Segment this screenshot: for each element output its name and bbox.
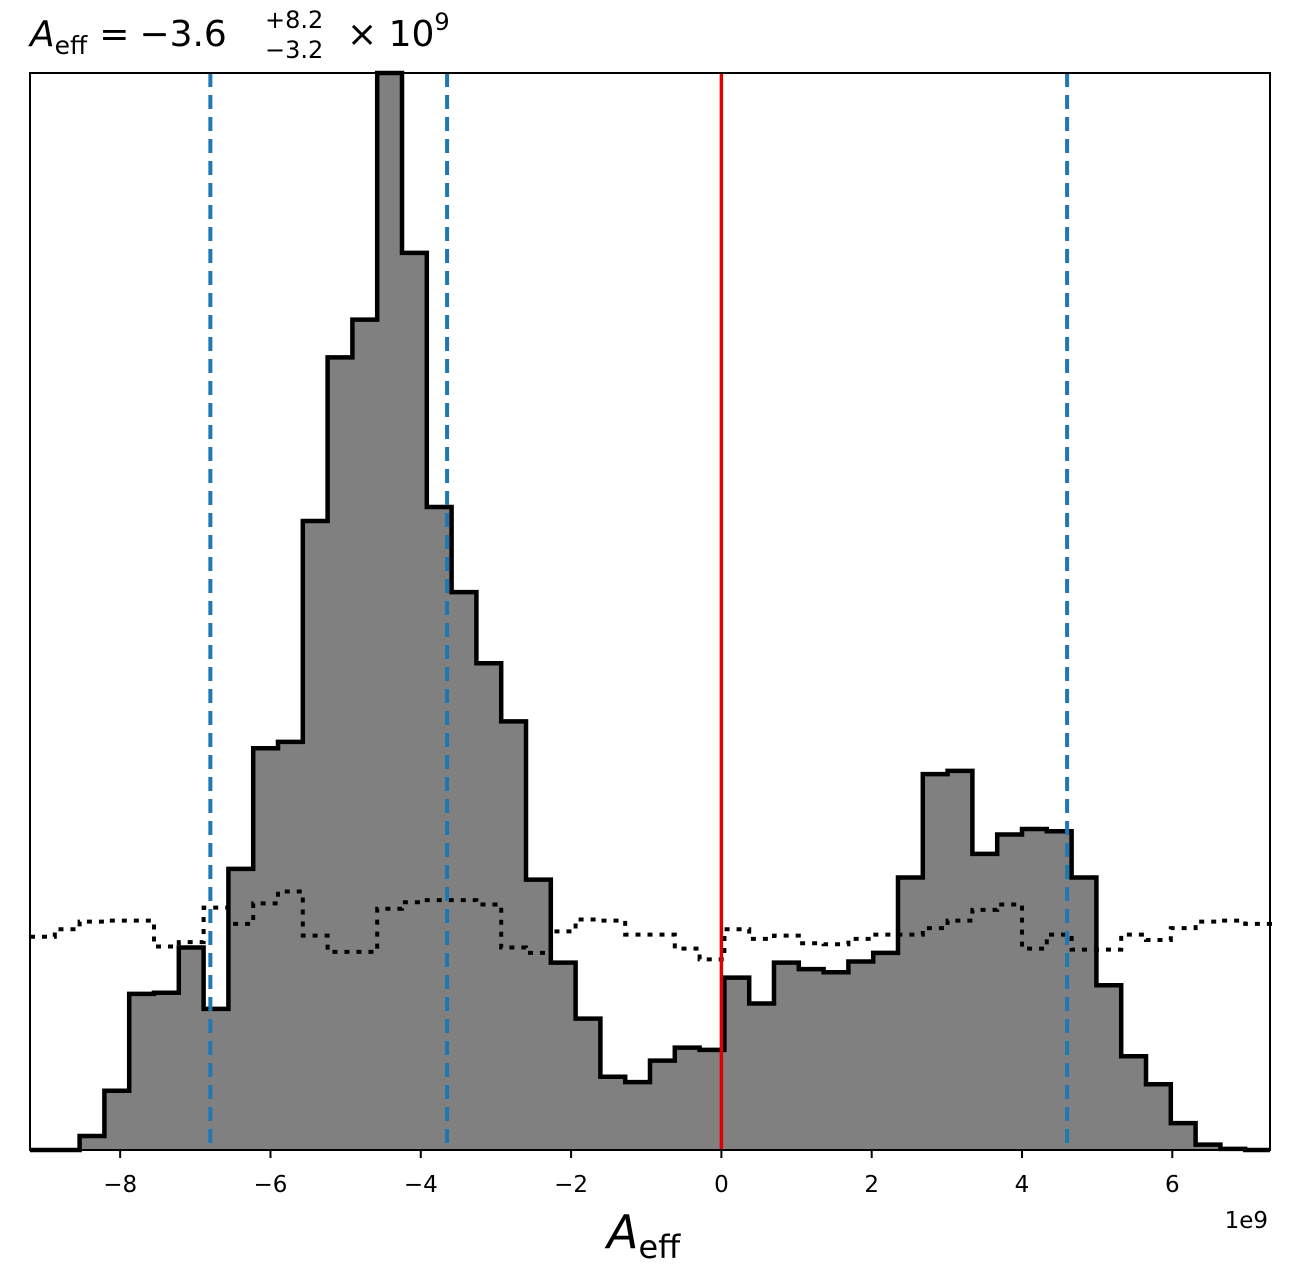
posterior-bar [848,961,874,1150]
posterior-bar [228,868,254,1150]
posterior-bar [798,969,825,1150]
posterior-bar [203,1008,229,1150]
x-tick-label: −4 [404,1172,438,1198]
posterior-bar [1121,1056,1147,1150]
posterior-bar [526,879,552,1150]
posterior-bar [1195,1144,1221,1150]
posterior-bar [749,1003,775,1150]
x-tick-label: 2 [864,1172,879,1198]
plot-area [30,70,1272,1153]
posterior-bar [650,1060,676,1150]
posterior-bar [1096,985,1122,1150]
posterior-bar [377,73,403,1150]
chart-title: Aeff = −3.6 [28,14,227,60]
posterior-bar [278,741,304,1150]
chart-title-lower-error: −3.2 [265,36,323,64]
posterior-bar [327,357,353,1150]
x-tick-label: −8 [103,1172,137,1198]
posterior-bar [898,877,924,1150]
posterior-bar [104,1090,130,1150]
posterior-bar [501,721,527,1150]
x-tick-label: −2 [554,1172,588,1198]
x-tick-label: 0 [714,1172,729,1198]
posterior-bar [79,1135,105,1150]
posterior-bar [972,853,998,1150]
chart-title-upper-error: +8.2 [265,6,323,34]
posterior-bar [724,977,750,1150]
x-axis-offset-label: 1e9 [1225,1208,1268,1234]
posterior-bar [1022,829,1048,1150]
x-tick-label: −6 [254,1172,288,1198]
posterior-bar [1071,877,1097,1150]
posterior-bar [550,962,577,1150]
posterior-bar [823,972,849,1150]
posterior-bar [302,521,329,1150]
x-tick-label: 6 [1165,1172,1180,1198]
posterior-bar [154,992,180,1150]
posterior-bar [402,252,428,1150]
posterior-bar [873,952,899,1150]
posterior-bar [674,1047,701,1150]
posterior-bar [922,774,949,1150]
posterior-bar [625,1082,651,1150]
x-tick-label: 4 [1015,1172,1030,1198]
posterior-bar [997,834,1023,1150]
posterior-bar [451,592,477,1150]
posterior-bar [575,1018,601,1150]
posterior-bar [476,663,502,1150]
posterior-bar [774,962,800,1150]
posterior-bar [253,748,279,1150]
posterior-bar [178,947,205,1150]
posterior-bar [947,770,973,1150]
posterior-histogram-outline [30,70,1270,1153]
posterior-bar [129,993,155,1150]
x-axis-ticks: −8 −6 −4 −2 0 2 4 6 [103,1150,1180,1198]
axes-frame [29,72,1271,1151]
posterior-bar [352,319,378,1150]
posterior-bar [1046,831,1073,1150]
posterior-bar [1146,1084,1172,1150]
posterior-bar [1170,1123,1197,1150]
x-axis-label: Aeff [604,1205,681,1266]
chart-title-multiplier: × 109 [347,8,450,55]
posterior-bar [600,1076,626,1150]
prior-histogram-outline [30,889,1272,962]
